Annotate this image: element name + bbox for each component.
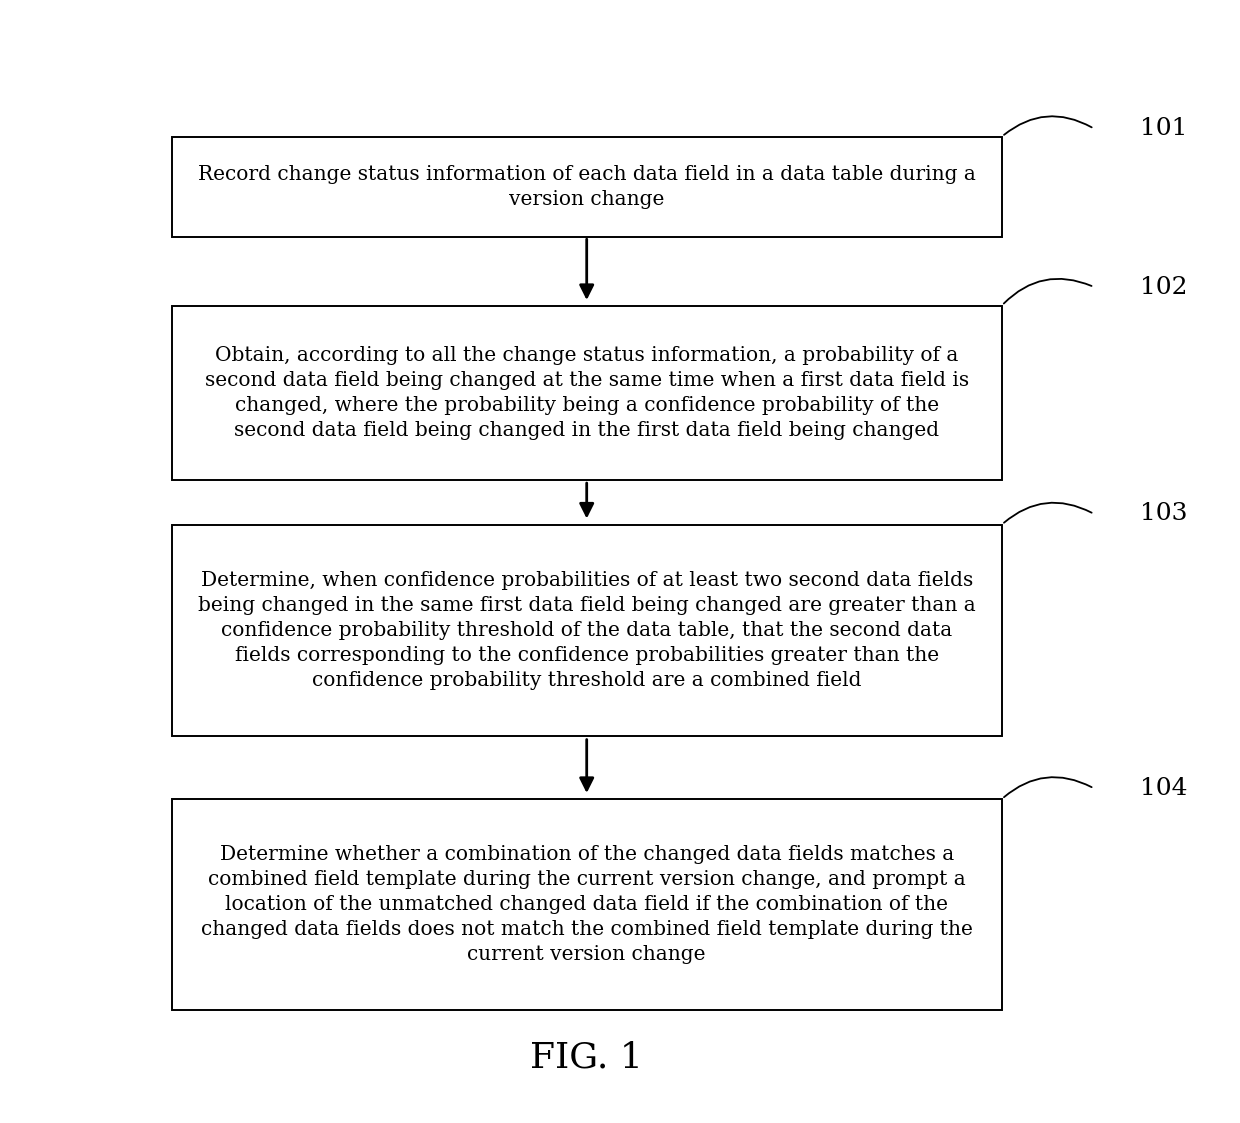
Text: Obtain, according to all the change status information, a probability of a
secon: Obtain, according to all the change stat… xyxy=(205,346,968,439)
Bar xyxy=(171,524,1002,736)
Text: Record change status information of each data field in a data table during a
ver: Record change status information of each… xyxy=(197,165,976,209)
Text: FIG. 1: FIG. 1 xyxy=(531,1041,644,1075)
Bar xyxy=(171,305,1002,480)
Bar xyxy=(171,137,1002,237)
Bar xyxy=(171,800,1002,1011)
Text: 104: 104 xyxy=(1141,777,1188,800)
Text: 101: 101 xyxy=(1141,117,1188,140)
Text: Determine, when confidence probabilities of at least two second data fields
bein: Determine, when confidence probabilities… xyxy=(198,570,976,690)
Text: Determine whether a combination of the changed data fields matches a
combined fi: Determine whether a combination of the c… xyxy=(201,846,972,964)
Text: 103: 103 xyxy=(1141,502,1188,526)
Text: 102: 102 xyxy=(1141,275,1188,299)
